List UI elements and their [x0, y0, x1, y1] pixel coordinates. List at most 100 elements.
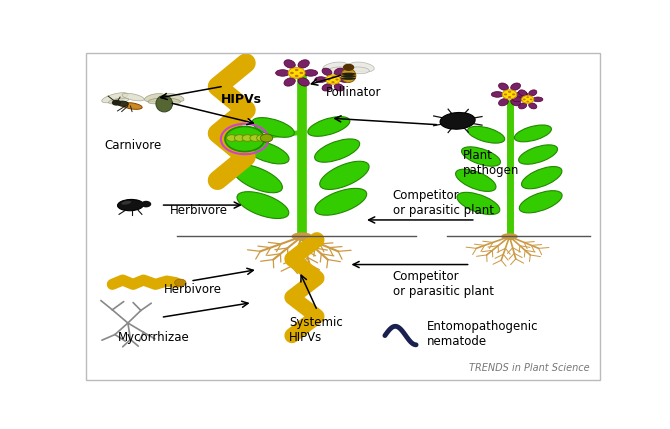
Ellipse shape [498, 99, 509, 106]
Ellipse shape [457, 192, 500, 214]
Circle shape [502, 90, 517, 99]
Ellipse shape [456, 169, 496, 191]
Ellipse shape [322, 84, 332, 91]
Circle shape [530, 99, 533, 100]
Circle shape [290, 72, 294, 74]
Circle shape [508, 91, 511, 93]
Ellipse shape [462, 147, 500, 166]
Circle shape [112, 100, 121, 106]
Ellipse shape [163, 98, 180, 104]
Ellipse shape [501, 233, 518, 240]
Text: Plant
pathogen: Plant pathogen [463, 149, 519, 177]
Ellipse shape [315, 188, 366, 215]
Circle shape [512, 94, 515, 96]
Ellipse shape [519, 145, 557, 164]
Text: Entomopathogenic
nematode: Entomopathogenic nematode [427, 320, 538, 348]
Ellipse shape [348, 67, 369, 74]
Ellipse shape [156, 95, 173, 112]
Circle shape [336, 79, 338, 81]
Circle shape [242, 135, 253, 141]
PathPatch shape [211, 63, 252, 180]
Ellipse shape [322, 68, 332, 76]
Ellipse shape [339, 77, 351, 82]
Circle shape [332, 81, 334, 83]
Circle shape [332, 76, 334, 78]
Ellipse shape [102, 93, 128, 103]
Circle shape [295, 69, 299, 71]
Circle shape [260, 134, 273, 142]
Circle shape [504, 94, 507, 96]
Text: Carnivore: Carnivore [105, 139, 161, 152]
Ellipse shape [109, 98, 129, 104]
Ellipse shape [491, 91, 503, 97]
Ellipse shape [233, 165, 283, 193]
Ellipse shape [511, 99, 521, 106]
Ellipse shape [440, 112, 475, 129]
Circle shape [523, 99, 526, 100]
Ellipse shape [515, 125, 551, 142]
Ellipse shape [244, 141, 289, 164]
Circle shape [328, 79, 330, 81]
Circle shape [250, 135, 260, 141]
Text: Herbivore: Herbivore [170, 204, 227, 217]
Circle shape [257, 135, 267, 141]
Text: TRENDS in Plant Science: TRENDS in Plant Science [470, 363, 590, 372]
Ellipse shape [148, 98, 166, 104]
Ellipse shape [284, 60, 295, 68]
PathPatch shape [285, 240, 323, 335]
Ellipse shape [121, 201, 131, 205]
Ellipse shape [320, 161, 369, 190]
Circle shape [326, 75, 340, 84]
Ellipse shape [122, 93, 144, 101]
Ellipse shape [145, 94, 165, 102]
Ellipse shape [304, 69, 318, 76]
Ellipse shape [275, 69, 289, 76]
Ellipse shape [511, 83, 521, 90]
Circle shape [226, 135, 237, 141]
Circle shape [522, 96, 534, 103]
Ellipse shape [521, 166, 562, 189]
Ellipse shape [533, 97, 543, 102]
Ellipse shape [308, 117, 350, 136]
Ellipse shape [468, 126, 505, 143]
Ellipse shape [341, 69, 356, 82]
Circle shape [175, 279, 186, 286]
Ellipse shape [117, 101, 129, 106]
Ellipse shape [529, 90, 537, 96]
Ellipse shape [498, 83, 509, 90]
Ellipse shape [519, 190, 562, 213]
Ellipse shape [341, 73, 356, 75]
Ellipse shape [519, 90, 527, 96]
Circle shape [299, 72, 304, 74]
Text: Competitor
or parasitic plant: Competitor or parasitic plant [393, 270, 494, 298]
Ellipse shape [291, 233, 312, 241]
Ellipse shape [349, 62, 375, 72]
Circle shape [225, 127, 265, 151]
Circle shape [141, 201, 151, 207]
Ellipse shape [334, 68, 344, 76]
Text: Systemic
HIPVs: Systemic HIPVs [289, 317, 342, 344]
Ellipse shape [298, 78, 310, 86]
Ellipse shape [328, 67, 348, 74]
Ellipse shape [341, 75, 356, 78]
Ellipse shape [298, 60, 310, 68]
Circle shape [527, 101, 529, 103]
Ellipse shape [163, 94, 184, 102]
Ellipse shape [315, 139, 360, 162]
Text: Herbivore: Herbivore [164, 283, 222, 296]
Circle shape [295, 75, 299, 77]
Ellipse shape [252, 118, 294, 137]
Circle shape [288, 68, 305, 79]
Ellipse shape [315, 77, 327, 82]
Ellipse shape [513, 97, 523, 102]
Ellipse shape [529, 103, 537, 109]
Ellipse shape [519, 103, 527, 109]
Circle shape [234, 135, 245, 141]
Ellipse shape [284, 78, 295, 86]
Ellipse shape [323, 62, 348, 72]
Text: Competitor
or parasitic plant: Competitor or parasitic plant [393, 190, 494, 218]
Ellipse shape [122, 103, 142, 109]
Circle shape [527, 97, 529, 98]
Ellipse shape [117, 199, 143, 211]
Text: Mycorrhizae: Mycorrhizae [117, 331, 189, 344]
